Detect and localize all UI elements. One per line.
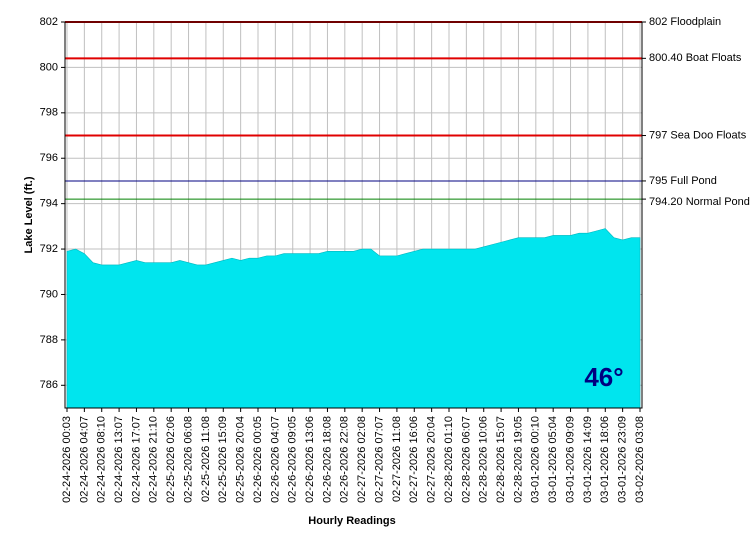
x-tick-label: 03-02-2026 03:08 bbox=[634, 416, 646, 503]
y-tick-label: 790 bbox=[40, 288, 58, 300]
x-tick-label: 02-28-2026 10:06 bbox=[478, 416, 490, 503]
x-tick-label: 02-27-2026 16:06 bbox=[408, 416, 420, 503]
x-tick-label: 02-24-2026 08:10 bbox=[96, 416, 108, 503]
x-tick-label: 02-25-2026 15:09 bbox=[217, 416, 229, 503]
reference-label: 797 Sea Doo Floats bbox=[649, 129, 747, 141]
y-tick-label: 788 bbox=[40, 334, 58, 346]
x-tick-label: 02-25-2026 06:08 bbox=[182, 416, 194, 503]
y-axis-label: Lake Level (ft.) bbox=[23, 176, 35, 253]
x-tick-label: 02-24-2026 13:07 bbox=[113, 416, 125, 503]
x-tick-label: 02-28-2026 15:07 bbox=[495, 416, 507, 503]
x-tick-label: 02-27-2026 20:04 bbox=[426, 416, 438, 503]
temperature: 46° bbox=[584, 362, 623, 392]
x-tick-label: 03-01-2026 09:09 bbox=[564, 416, 576, 503]
x-tick-label: 02-25-2026 11:08 bbox=[200, 416, 212, 502]
x-tick-label: 02-26-2026 13:06 bbox=[304, 416, 316, 503]
x-tick-label: 02-26-2026 00:05 bbox=[252, 416, 264, 503]
x-tick-label: 02-25-2026 02:06 bbox=[165, 416, 177, 503]
x-tick-label: 02-24-2026 21:10 bbox=[148, 416, 160, 503]
x-tick-label: 03-01-2026 00:10 bbox=[530, 416, 542, 503]
y-tick-label: 786 bbox=[40, 379, 58, 391]
y-tick-label: 802 bbox=[40, 16, 58, 28]
x-tick-label: 02-25-2026 20:04 bbox=[235, 416, 247, 503]
x-tick-label: 02-28-2026 06:07 bbox=[460, 416, 472, 503]
x-tick-label: 02-27-2026 02:08 bbox=[356, 416, 368, 503]
plot-frame bbox=[64, 21, 643, 409]
y-tick-label: 798 bbox=[40, 107, 58, 119]
x-tick-label: 03-01-2026 23:09 bbox=[617, 416, 629, 503]
x-tick-label: 02-26-2026 09:05 bbox=[287, 416, 299, 503]
x-tick-label: 03-01-2026 05:04 bbox=[547, 416, 559, 503]
x-tick-label: 02-28-2026 01:10 bbox=[443, 416, 455, 503]
x-tick-label: 02-24-2026 00:03 bbox=[61, 416, 73, 503]
reference-label: 802 Floodplain bbox=[649, 16, 721, 28]
reference-label: 795 Full Pond bbox=[649, 175, 717, 187]
x-tick-label: 02-27-2026 07:07 bbox=[373, 416, 385, 503]
x-tick-label: 02-24-2026 04:07 bbox=[78, 416, 90, 503]
temperature-box bbox=[578, 355, 630, 401]
x-tick-label: 02-26-2026 18:08 bbox=[321, 416, 333, 503]
y-tick-label: 794 bbox=[40, 198, 58, 210]
x-tick-label: 03-01-2026 18:06 bbox=[599, 416, 611, 503]
x-tick-label: 02-26-2026 22:08 bbox=[339, 416, 351, 503]
x-tick-label: 02-28-2026 19:05 bbox=[512, 416, 524, 503]
reference-label: 794.20 Normal Pond bbox=[649, 196, 750, 208]
y-tick-label: 792 bbox=[40, 243, 58, 255]
x-tick-label: 02-27-2026 11:08 bbox=[391, 416, 403, 502]
y-tick-label: 800 bbox=[40, 61, 58, 73]
x-tick-label: 02-24-2026 17:07 bbox=[130, 416, 142, 503]
x-tick-label: 03-01-2026 14:09 bbox=[582, 416, 594, 503]
x-tick-label: 02-26-2026 04:07 bbox=[269, 416, 281, 503]
x-axis-label: Hourly Readings bbox=[308, 515, 395, 527]
reference-label: 800.40 Boat Floats bbox=[649, 52, 742, 64]
area bbox=[66, 228, 641, 409]
y-tick-label: 796 bbox=[40, 152, 58, 164]
